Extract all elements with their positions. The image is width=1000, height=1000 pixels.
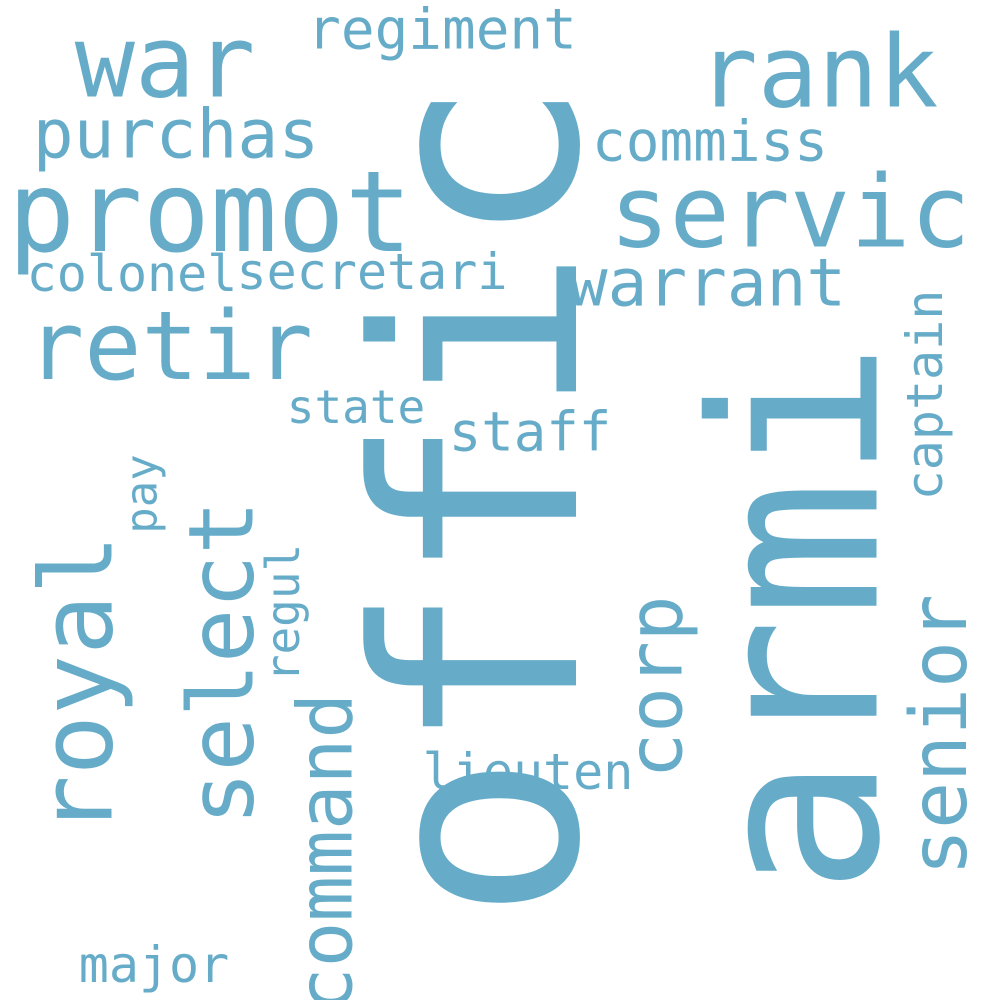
word-major: warrant [568,245,846,322]
word-regiment: royal [19,534,136,835]
word-pay: command [281,693,370,1000]
word-purchas: select [170,500,275,825]
word-royal: captain [896,290,954,501]
word-senior: pay [117,454,168,533]
word-lieuten: secretari [237,243,508,301]
word-select: state [287,380,425,434]
word-servic: servic [609,154,970,271]
word-retir: retir [27,292,313,402]
word-warrant: purchas [33,96,320,175]
word-command: major [79,936,230,994]
word-promot: promot [8,148,413,278]
word-armi: armi [665,341,932,895]
word-colonel: senior [895,594,985,876]
word-secretari: regiment [307,0,577,63]
word-state: commiss [592,110,828,175]
word-captain: regul [256,544,310,682]
word-rank: rank [698,14,939,131]
word-staff: colonel [27,245,238,303]
word-offic: offic [317,79,643,922]
word-corp: staff [449,401,612,464]
word-regul: lieuten [423,743,634,801]
word-commiss: corp [611,595,700,778]
word-war: war [75,4,256,121]
